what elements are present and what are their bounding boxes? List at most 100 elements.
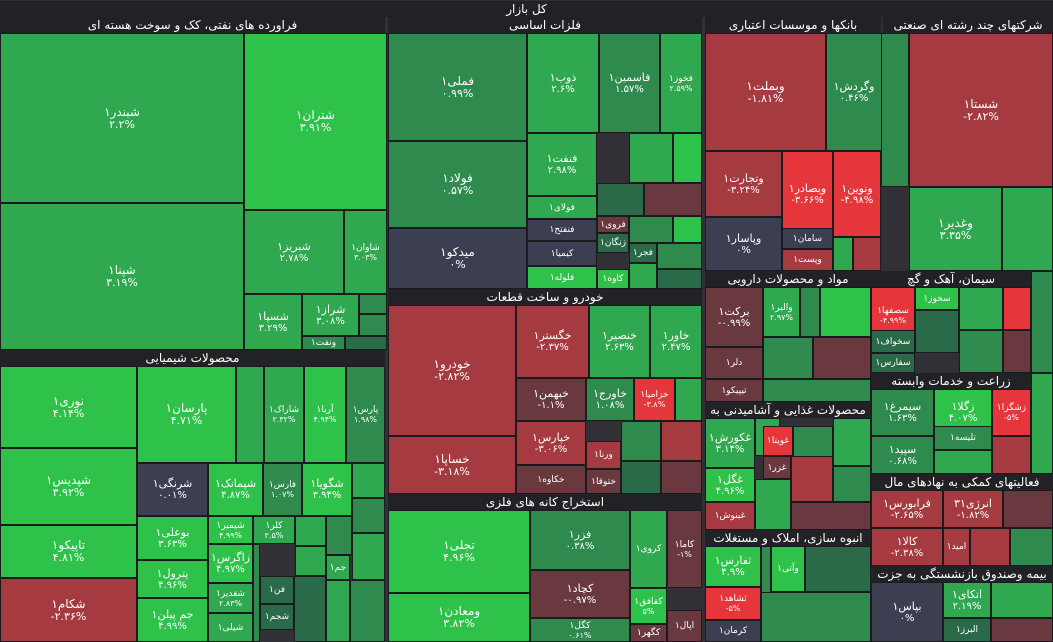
stock-tile[interactable]: والبر۱ ۲.۹۷% bbox=[763, 287, 800, 337]
stock-tile[interactable]: برکت۱ -۰.۹۹% bbox=[705, 287, 763, 347]
stock-tile[interactable] bbox=[755, 479, 791, 530]
stock-tile[interactable] bbox=[629, 263, 657, 289]
stock-tile[interactable] bbox=[992, 436, 1031, 474]
stock-tile[interactable]: فولاد۱ ۰.۵۷% bbox=[388, 141, 527, 228]
stock-tile[interactable]: کالا۱ -۲.۳۸% bbox=[871, 528, 943, 566]
sector-header[interactable]: محصولات شیمیایی bbox=[0, 350, 385, 366]
stock-tile[interactable]: وگردش۱ ۰.۴۶% bbox=[826, 33, 882, 151]
stock-tile[interactable]: فرابورس۱ -۲.۶۵% bbox=[871, 490, 943, 528]
stock-tile[interactable] bbox=[805, 546, 871, 592]
stock-tile[interactable]: تیپیکو۱ bbox=[705, 379, 763, 402]
stock-tile[interactable] bbox=[352, 533, 385, 580]
stock-tile[interactable] bbox=[934, 450, 992, 474]
sector-header[interactable]: شرکتهای چند رشته ای صنعتی bbox=[883, 17, 1053, 33]
stock-tile[interactable]: وپست۱ bbox=[782, 249, 833, 271]
stock-tile[interactable] bbox=[970, 528, 1010, 566]
stock-tile[interactable]: زشگزا۱ -۵% bbox=[992, 389, 1031, 436]
stock-tile[interactable]: شبریز۱ ۲.۷۸% bbox=[244, 210, 344, 294]
stock-tile[interactable] bbox=[820, 287, 871, 337]
stock-tile[interactable]: فجر۱ bbox=[629, 243, 657, 263]
stock-tile[interactable] bbox=[629, 216, 673, 243]
stock-tile[interactable] bbox=[597, 183, 644, 216]
sector-header[interactable]: سیمان، آهک و گچ bbox=[871, 271, 1031, 287]
stock-tile[interactable] bbox=[621, 421, 661, 461]
sector-header[interactable]: فلزات اساسی bbox=[388, 17, 702, 33]
stock-tile[interactable]: پارس۱ ۱.۹۸% bbox=[346, 366, 385, 463]
stock-tile[interactable]: خاور۱ ۲.۴۷% bbox=[650, 305, 702, 378]
sector-header[interactable]: فراورده های نفتی، کک و سوخت هسته ای bbox=[0, 17, 385, 33]
stock-tile[interactable] bbox=[345, 336, 387, 350]
stock-tile[interactable]: شسپا۱ ۳.۲۹% bbox=[244, 294, 302, 350]
stock-tile[interactable]: جم۱ bbox=[326, 555, 350, 580]
stock-tile[interactable]: فلوله۱ bbox=[527, 266, 597, 289]
stock-tile[interactable]: فاسمین۱ ۱.۵۷% bbox=[599, 33, 660, 133]
stock-tile[interactable]: زنگان۱ bbox=[597, 233, 629, 253]
stock-tile[interactable]: غکورش۱ ۳.۱۴% bbox=[705, 418, 755, 468]
stock-tile[interactable]: فزر۱ ۰.۳۸% bbox=[530, 510, 630, 570]
stock-tile[interactable] bbox=[326, 580, 350, 642]
stock-tile[interactable]: خکاوه۱ bbox=[516, 465, 586, 494]
stock-tile[interactable]: شبندر۱ ۲.۲% bbox=[0, 33, 244, 203]
sector-header[interactable]: خودرو و ساخت قطعات bbox=[388, 289, 702, 305]
stock-tile[interactable] bbox=[791, 456, 833, 502]
stock-tile[interactable] bbox=[621, 461, 661, 494]
stock-tile[interactable] bbox=[657, 269, 702, 289]
stock-tile[interactable]: کفافق۱ ۵% bbox=[630, 588, 667, 624]
stock-tile[interactable] bbox=[959, 330, 1003, 373]
sector-header[interactable]: محصولات غذایی و آشامیدنی به bbox=[705, 402, 871, 418]
stock-tile[interactable]: جم پیلن۱ ۴.۹۹% bbox=[137, 598, 208, 642]
stock-tile[interactable]: فروی۱ bbox=[597, 216, 629, 233]
stock-tile[interactable]: امید۱ bbox=[943, 528, 970, 566]
stock-tile[interactable] bbox=[761, 592, 871, 642]
stock-tile[interactable] bbox=[253, 544, 260, 642]
stock-tile[interactable]: کلر۱ ۲.۵% bbox=[253, 516, 295, 544]
stock-tile[interactable] bbox=[657, 243, 702, 269]
stock-tile[interactable] bbox=[295, 546, 326, 576]
stock-tile[interactable] bbox=[359, 294, 387, 314]
stock-tile[interactable]: وبصادر۱ -۳.۶۶% bbox=[782, 151, 833, 237]
stock-tile[interactable] bbox=[1031, 373, 1053, 474]
stock-tile[interactable] bbox=[991, 618, 1053, 642]
stock-tile[interactable]: کگهر۱ bbox=[630, 624, 667, 642]
stock-tile[interactable] bbox=[763, 379, 871, 402]
stock-tile[interactable]: تاپیکو۱ ۴.۸۱% bbox=[0, 525, 137, 578]
stock-tile[interactable]: کچاد۱ -۰.۹۷% bbox=[530, 570, 630, 618]
stock-tile[interactable] bbox=[833, 418, 871, 466]
stock-tile[interactable]: وغدیر۱ ۳.۳۵% bbox=[909, 187, 1002, 271]
stock-tile[interactable]: سامان۱ bbox=[782, 228, 833, 249]
stock-tile[interactable]: نوری۱ ۴.۱۴% bbox=[0, 366, 137, 448]
stock-tile[interactable] bbox=[359, 314, 387, 336]
stock-tile[interactable]: شکام۱ -۲.۳۶% bbox=[0, 578, 137, 642]
stock-tile[interactable]: خگستر۱ -۲.۳۷% bbox=[516, 305, 589, 378]
stock-tile[interactable] bbox=[675, 378, 702, 421]
stock-tile[interactable]: اتکای۱ ۲.۱۹% bbox=[943, 582, 991, 618]
stock-tile[interactable]: فملی۱ ۰.۹۹% bbox=[388, 33, 527, 141]
stock-tile[interactable] bbox=[763, 337, 813, 379]
stock-tile[interactable] bbox=[629, 133, 673, 183]
stock-tile[interactable] bbox=[673, 133, 702, 183]
stock-tile[interactable]: کیمیا۱ bbox=[527, 241, 597, 266]
stock-tile[interactable]: دلر۱ bbox=[705, 347, 763, 379]
stock-tile[interactable]: ونوین۱ -۴.۹۸% bbox=[833, 151, 881, 237]
stock-tile[interactable]: کاوه۱ bbox=[597, 269, 629, 289]
sector-header[interactable]: بیمه وصندوق بازنشستگی به جزت bbox=[871, 566, 1053, 582]
stock-tile[interactable]: فولای۱ bbox=[527, 196, 597, 219]
stock-tile[interactable] bbox=[813, 337, 871, 379]
stock-tile[interactable]: ورنا۱ bbox=[586, 441, 621, 469]
stock-tile[interactable]: پترول۱ ۴.۹۶% bbox=[137, 560, 208, 598]
stock-tile[interactable] bbox=[959, 287, 1003, 330]
stock-tile[interactable]: وتجارت۱ -۳.۲۴% bbox=[705, 151, 782, 217]
stock-tile[interactable]: خپارس۱ -۳.۰۶% bbox=[516, 421, 586, 465]
sector-header[interactable]: مواد و محصولات دارویی bbox=[705, 271, 871, 287]
stock-tile[interactable]: شاوان۱ ۳.۰۳% bbox=[344, 210, 387, 294]
stock-tile[interactable]: شتران۱ ۳.۹۱% bbox=[244, 33, 387, 210]
stock-tile[interactable] bbox=[661, 421, 702, 461]
stock-tile[interactable] bbox=[833, 466, 871, 502]
stock-tile[interactable]: وپاسار۱ ۰% bbox=[705, 217, 782, 271]
stock-tile[interactable] bbox=[352, 498, 385, 533]
stock-tile[interactable] bbox=[1003, 490, 1053, 528]
stock-tile[interactable]: اپال۱ bbox=[667, 610, 702, 642]
stock-tile[interactable]: شپدیس۱ ۳.۹۲% bbox=[0, 448, 137, 525]
stock-tile[interactable]: شیمیر۱ ۴.۹۹% bbox=[208, 516, 253, 544]
sector-header[interactable]: استخراج کانه های فلزی bbox=[388, 494, 702, 510]
